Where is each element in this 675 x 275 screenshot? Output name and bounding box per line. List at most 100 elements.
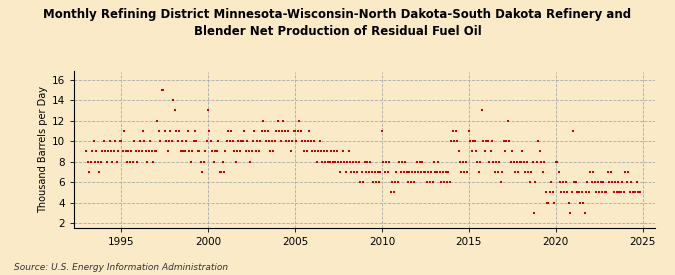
Point bbox=[547, 190, 558, 195]
Point bbox=[163, 139, 174, 143]
Point bbox=[110, 139, 121, 143]
Point bbox=[540, 190, 551, 195]
Point bbox=[277, 129, 288, 133]
Point bbox=[192, 149, 203, 154]
Point bbox=[334, 170, 345, 174]
Point bbox=[217, 160, 228, 164]
Point bbox=[570, 180, 581, 184]
Point bbox=[162, 149, 173, 154]
Point bbox=[230, 160, 241, 164]
Point bbox=[443, 170, 454, 174]
Point bbox=[190, 129, 200, 133]
Point bbox=[261, 139, 271, 143]
Point bbox=[630, 190, 641, 195]
Point bbox=[458, 160, 468, 164]
Point bbox=[210, 149, 221, 154]
Point bbox=[321, 149, 332, 154]
Point bbox=[339, 160, 350, 164]
Point bbox=[153, 129, 164, 133]
Point bbox=[211, 149, 222, 154]
Point bbox=[358, 180, 369, 184]
Point bbox=[385, 190, 396, 195]
Point bbox=[550, 160, 561, 164]
Point bbox=[372, 170, 383, 174]
Point bbox=[350, 160, 361, 164]
Point bbox=[297, 139, 308, 143]
Point bbox=[407, 170, 418, 174]
Point bbox=[398, 170, 409, 174]
Point bbox=[473, 170, 484, 174]
Point bbox=[88, 139, 99, 143]
Point bbox=[517, 149, 528, 154]
Point bbox=[441, 180, 452, 184]
Point bbox=[284, 139, 295, 143]
Point bbox=[484, 160, 495, 164]
Point bbox=[575, 200, 586, 205]
Point bbox=[433, 160, 443, 164]
Point bbox=[463, 129, 474, 133]
Point bbox=[151, 149, 161, 154]
Point bbox=[396, 170, 406, 174]
Point bbox=[292, 129, 303, 133]
Point bbox=[470, 149, 481, 154]
Point bbox=[465, 139, 476, 143]
Point bbox=[278, 119, 289, 123]
Point bbox=[152, 119, 163, 123]
Point bbox=[498, 139, 509, 143]
Point bbox=[171, 129, 182, 133]
Point bbox=[248, 139, 259, 143]
Point bbox=[401, 170, 412, 174]
Point bbox=[546, 180, 557, 184]
Point bbox=[206, 139, 217, 143]
Point bbox=[587, 180, 597, 184]
Point bbox=[598, 180, 609, 184]
Point bbox=[140, 149, 151, 154]
Point bbox=[330, 160, 341, 164]
Point bbox=[569, 180, 580, 184]
Point bbox=[263, 139, 274, 143]
Point bbox=[236, 139, 247, 143]
Point bbox=[138, 129, 148, 133]
Point bbox=[378, 160, 389, 164]
Point bbox=[136, 149, 147, 154]
Point bbox=[448, 129, 458, 133]
Point bbox=[258, 119, 269, 123]
Point bbox=[282, 129, 293, 133]
Point bbox=[417, 160, 428, 164]
Point bbox=[523, 170, 534, 174]
Point bbox=[507, 149, 518, 154]
Point bbox=[588, 170, 599, 174]
Point bbox=[363, 170, 374, 174]
Point bbox=[579, 211, 590, 215]
Point bbox=[439, 180, 450, 184]
Point bbox=[468, 139, 479, 143]
Point bbox=[614, 190, 625, 195]
Point bbox=[252, 139, 263, 143]
Point bbox=[200, 149, 211, 154]
Point bbox=[85, 160, 96, 164]
Point bbox=[291, 139, 302, 143]
Point bbox=[306, 139, 317, 143]
Point bbox=[126, 149, 136, 154]
Point bbox=[229, 149, 240, 154]
Point bbox=[216, 170, 227, 174]
Point bbox=[300, 139, 310, 143]
Point bbox=[607, 180, 618, 184]
Point bbox=[188, 139, 199, 143]
Point bbox=[81, 149, 92, 154]
Point bbox=[207, 149, 218, 154]
Point bbox=[288, 129, 299, 133]
Point bbox=[582, 180, 593, 184]
Point bbox=[213, 139, 223, 143]
Point bbox=[242, 139, 252, 143]
Point bbox=[143, 149, 154, 154]
Point bbox=[272, 119, 283, 123]
Point bbox=[246, 149, 257, 154]
Point bbox=[134, 139, 145, 143]
Point bbox=[267, 139, 277, 143]
Point bbox=[345, 160, 356, 164]
Point bbox=[113, 149, 124, 154]
Point bbox=[326, 149, 337, 154]
Point bbox=[194, 149, 205, 154]
Point bbox=[155, 139, 165, 143]
